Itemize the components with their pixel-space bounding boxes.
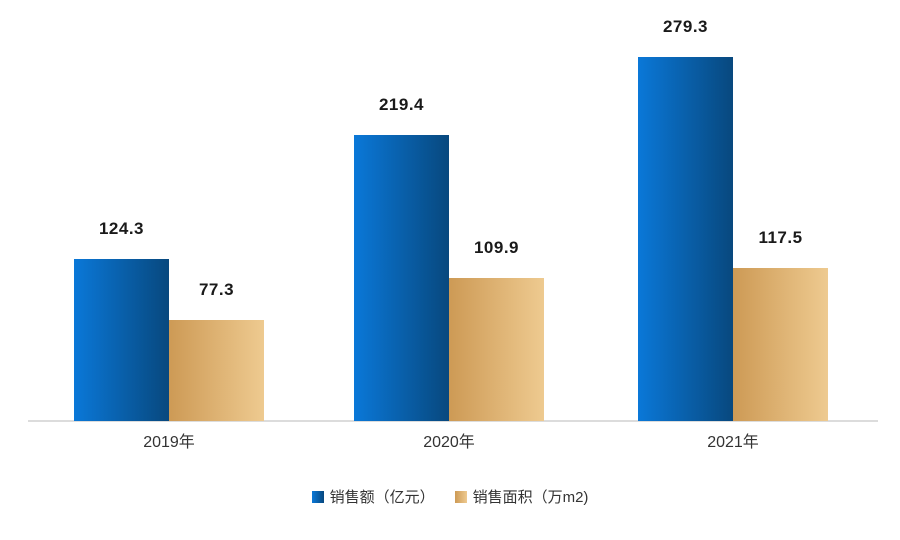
legend-swatch-blue-icon bbox=[311, 490, 324, 503]
x-axis-line bbox=[28, 420, 878, 422]
bar-value-label: 109.9 bbox=[473, 238, 520, 257]
legend-label-sales-area: 销售面积（万m2) bbox=[472, 489, 589, 506]
x-axis-label: 2020年 bbox=[423, 434, 475, 451]
bar-sales-amount-2 bbox=[354, 135, 449, 421]
bar-value-label: 279.3 bbox=[662, 17, 709, 36]
bar-sales-amount-1 bbox=[74, 259, 169, 421]
legend-label-sales-amount: 销售额（亿元） bbox=[329, 489, 435, 506]
bar-sales-area-3 bbox=[733, 268, 828, 421]
bar-sales-area-1 bbox=[169, 320, 264, 421]
legend: 销售额（亿元） 销售面积（万m2) bbox=[0, 486, 900, 507]
x-axis-label: 2021年 bbox=[707, 434, 759, 451]
bar-value-label: 219.4 bbox=[378, 95, 425, 114]
bar-value-label: 124.3 bbox=[98, 219, 145, 238]
bar-sales-amount-3 bbox=[638, 57, 733, 421]
legend-swatch-tan-icon bbox=[454, 490, 467, 503]
x-axis-label: 2019年 bbox=[143, 434, 195, 451]
legend-item-sales-amount[interactable]: 销售额（亿元） bbox=[311, 486, 435, 507]
legend-item-sales-area[interactable]: 销售面积（万m2) bbox=[454, 486, 589, 507]
bar-value-label: 117.5 bbox=[758, 228, 803, 247]
bar-sales-area-2 bbox=[449, 278, 544, 421]
bar-value-label: 77.3 bbox=[198, 280, 235, 299]
